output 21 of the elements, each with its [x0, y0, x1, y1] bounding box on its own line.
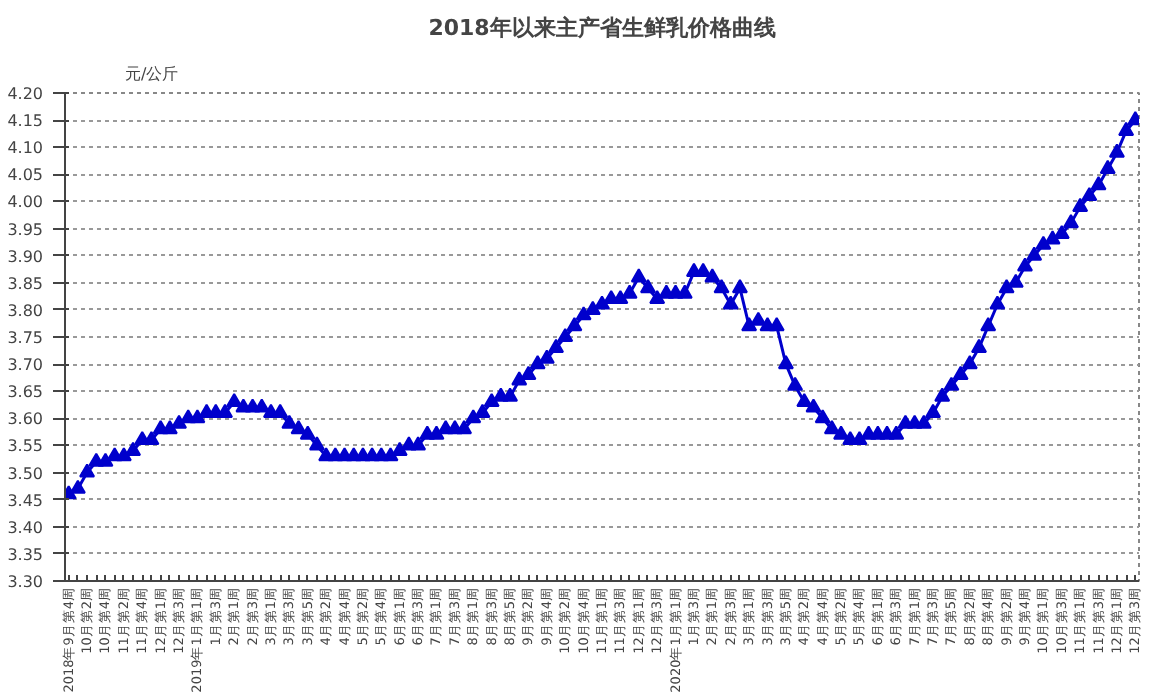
y-tick-label: 3.60	[7, 410, 43, 429]
y-tick-label: 4.20	[7, 85, 43, 103]
y-tick-label: 3.30	[7, 573, 43, 591]
y-tick-label: 3.65	[7, 383, 43, 402]
y-tick-label: 3.35	[7, 545, 43, 564]
y-tick-label: 4.00	[7, 193, 43, 212]
y-tick-label: 4.05	[7, 166, 43, 185]
y-tick-label: 3.50	[7, 464, 43, 483]
y-tick-label: 3.75	[7, 329, 43, 347]
y-axis-title: 元/公斤	[125, 65, 179, 83]
chart-title: 2018年以来主产省生鲜乳价格曲线	[428, 15, 776, 41]
y-tick-label: 4.15	[7, 112, 43, 131]
y-tick-label: 3.95	[7, 220, 43, 239]
y-tick-label: 3.80	[7, 301, 43, 320]
y-tick-label: 3.90	[7, 247, 43, 266]
y-tick-label: 3.55	[7, 437, 43, 456]
y-tick-label: 3.70	[7, 356, 43, 375]
y-tick-label: 3.85	[7, 274, 43, 293]
y-tick-label: 4.10	[7, 139, 43, 158]
y-tick-label: 3.45	[7, 491, 43, 510]
y-tick-label: 3.40	[7, 518, 43, 537]
